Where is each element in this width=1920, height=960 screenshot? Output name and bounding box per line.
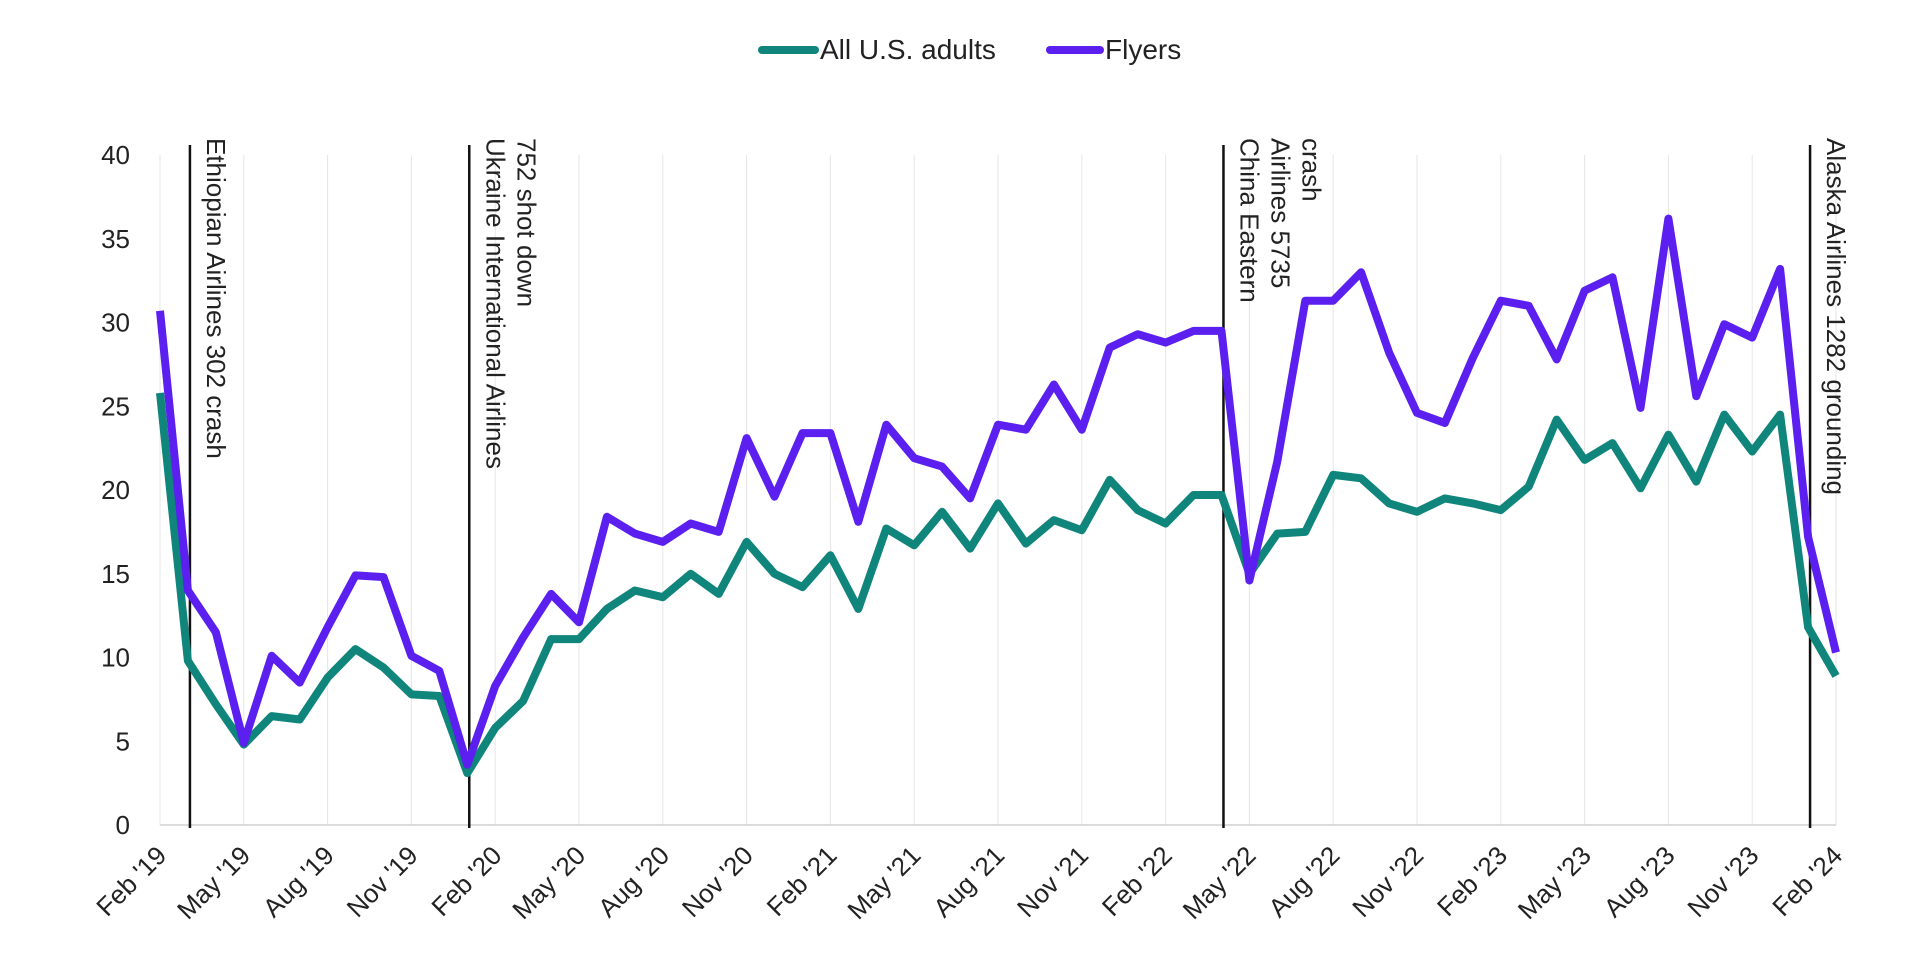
event-label: Airlines 5735 xyxy=(1265,138,1295,288)
event-label: Alaska Airlines 1282 grounding xyxy=(1821,138,1851,495)
x-tick-label: Feb '20 xyxy=(425,840,507,922)
x-tick-label: Aug '19 xyxy=(257,840,340,923)
y-tick-label: 25 xyxy=(101,391,130,421)
event-label: Ukraine International Airlines xyxy=(480,138,510,469)
x-tick-label: Feb '24 xyxy=(1766,840,1848,922)
gridlines xyxy=(159,155,1837,825)
y-tick-label: 0 xyxy=(116,810,130,840)
x-tick-label: Nov '19 xyxy=(341,840,424,923)
series-lines xyxy=(156,214,1840,778)
legend: All U.S. adults Flyers xyxy=(758,34,1181,65)
legend-label-flyers: Flyers xyxy=(1105,34,1181,65)
y-tick-label: 5 xyxy=(116,726,130,756)
event-label: crash xyxy=(1296,138,1326,202)
x-tick-label: Aug '23 xyxy=(1598,840,1681,923)
x-tick-label: Feb '22 xyxy=(1096,840,1178,922)
x-tick-label: May '21 xyxy=(841,840,926,925)
x-tick-label: Nov '21 xyxy=(1011,840,1094,923)
x-tick-label: Feb '23 xyxy=(1431,840,1513,922)
x-tick-label: May '20 xyxy=(506,840,591,925)
series-line-flyers xyxy=(156,214,1840,769)
y-tick-label: 10 xyxy=(101,643,130,673)
y-tick-label: 15 xyxy=(101,559,130,589)
x-tick-label: Nov '23 xyxy=(1681,840,1764,923)
event-annotations: Ethiopian Airlines 302 crash Ukraine Inte… xyxy=(188,138,1851,828)
x-tick-label: Nov '22 xyxy=(1346,840,1429,923)
x-tick-label: May '22 xyxy=(1177,840,1262,925)
y-tick-label: 20 xyxy=(101,475,130,505)
event-label: 752 shot down xyxy=(511,138,541,307)
y-tick-label: 35 xyxy=(101,224,130,254)
x-tick-label: Nov '20 xyxy=(676,840,759,923)
x-tick-label: Feb '21 xyxy=(761,840,843,922)
legend-label-all-adults: All U.S. adults xyxy=(820,34,996,65)
event-label: China Eastern xyxy=(1234,138,1264,303)
x-tick-label: Feb '19 xyxy=(90,840,172,922)
x-tick-label: Aug '22 xyxy=(1262,840,1345,923)
series-line-all-adults xyxy=(156,392,1840,778)
event-label: Ethiopian Airlines 302 crash xyxy=(201,138,231,459)
x-tick-label: May '23 xyxy=(1512,840,1597,925)
y-tick-label: 30 xyxy=(101,308,130,338)
x-tick-label: Aug '20 xyxy=(592,840,675,923)
x-tick-label: Aug '21 xyxy=(927,840,1010,923)
x-tick-label: May '19 xyxy=(171,840,256,925)
y-tick-label: 40 xyxy=(101,140,130,170)
